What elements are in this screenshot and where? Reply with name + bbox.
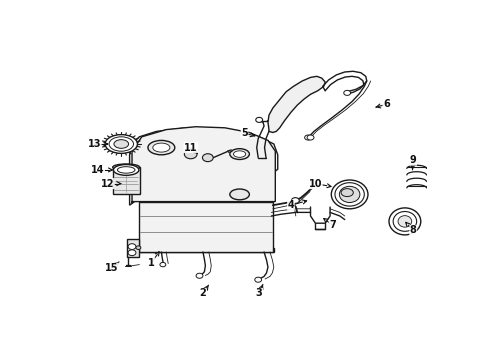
- Circle shape: [184, 149, 197, 159]
- Ellipse shape: [340, 189, 352, 197]
- Text: 11: 11: [183, 143, 197, 153]
- Text: 10: 10: [308, 179, 322, 189]
- Text: 5: 5: [241, 128, 247, 138]
- Ellipse shape: [233, 151, 245, 157]
- Circle shape: [136, 246, 141, 249]
- Circle shape: [196, 273, 203, 278]
- Ellipse shape: [388, 208, 420, 235]
- Polygon shape: [139, 203, 273, 252]
- Ellipse shape: [152, 143, 170, 152]
- Text: 8: 8: [409, 225, 416, 235]
- Circle shape: [202, 154, 213, 162]
- Text: 1: 1: [148, 258, 155, 268]
- Text: 3: 3: [255, 288, 262, 298]
- Circle shape: [128, 250, 136, 256]
- Ellipse shape: [105, 135, 137, 153]
- Polygon shape: [132, 127, 275, 203]
- Ellipse shape: [397, 216, 411, 227]
- Circle shape: [254, 277, 261, 282]
- Text: 13: 13: [87, 139, 101, 149]
- Text: 14: 14: [91, 165, 104, 175]
- Circle shape: [304, 135, 311, 140]
- Circle shape: [291, 198, 299, 203]
- Ellipse shape: [339, 186, 359, 202]
- Polygon shape: [267, 76, 325, 132]
- Text: 6: 6: [382, 99, 389, 109]
- Ellipse shape: [392, 211, 416, 231]
- Ellipse shape: [331, 180, 367, 209]
- Polygon shape: [112, 167, 140, 194]
- Ellipse shape: [334, 183, 364, 206]
- Circle shape: [128, 244, 136, 249]
- Ellipse shape: [147, 140, 175, 155]
- Ellipse shape: [117, 167, 135, 173]
- Polygon shape: [129, 128, 277, 211]
- Ellipse shape: [112, 164, 140, 171]
- Ellipse shape: [229, 149, 249, 159]
- Ellipse shape: [114, 140, 128, 148]
- Text: 12: 12: [101, 179, 114, 189]
- Circle shape: [160, 262, 165, 267]
- Polygon shape: [127, 239, 139, 257]
- Text: 15: 15: [104, 263, 118, 273]
- Circle shape: [343, 90, 350, 95]
- Polygon shape: [139, 202, 272, 252]
- Text: 9: 9: [409, 155, 416, 165]
- Circle shape: [255, 117, 262, 122]
- Text: 2: 2: [199, 288, 206, 298]
- Circle shape: [306, 135, 313, 140]
- Ellipse shape: [113, 165, 139, 175]
- Ellipse shape: [109, 137, 133, 151]
- Ellipse shape: [229, 189, 249, 200]
- Text: 4: 4: [287, 200, 294, 210]
- Text: 7: 7: [328, 220, 335, 230]
